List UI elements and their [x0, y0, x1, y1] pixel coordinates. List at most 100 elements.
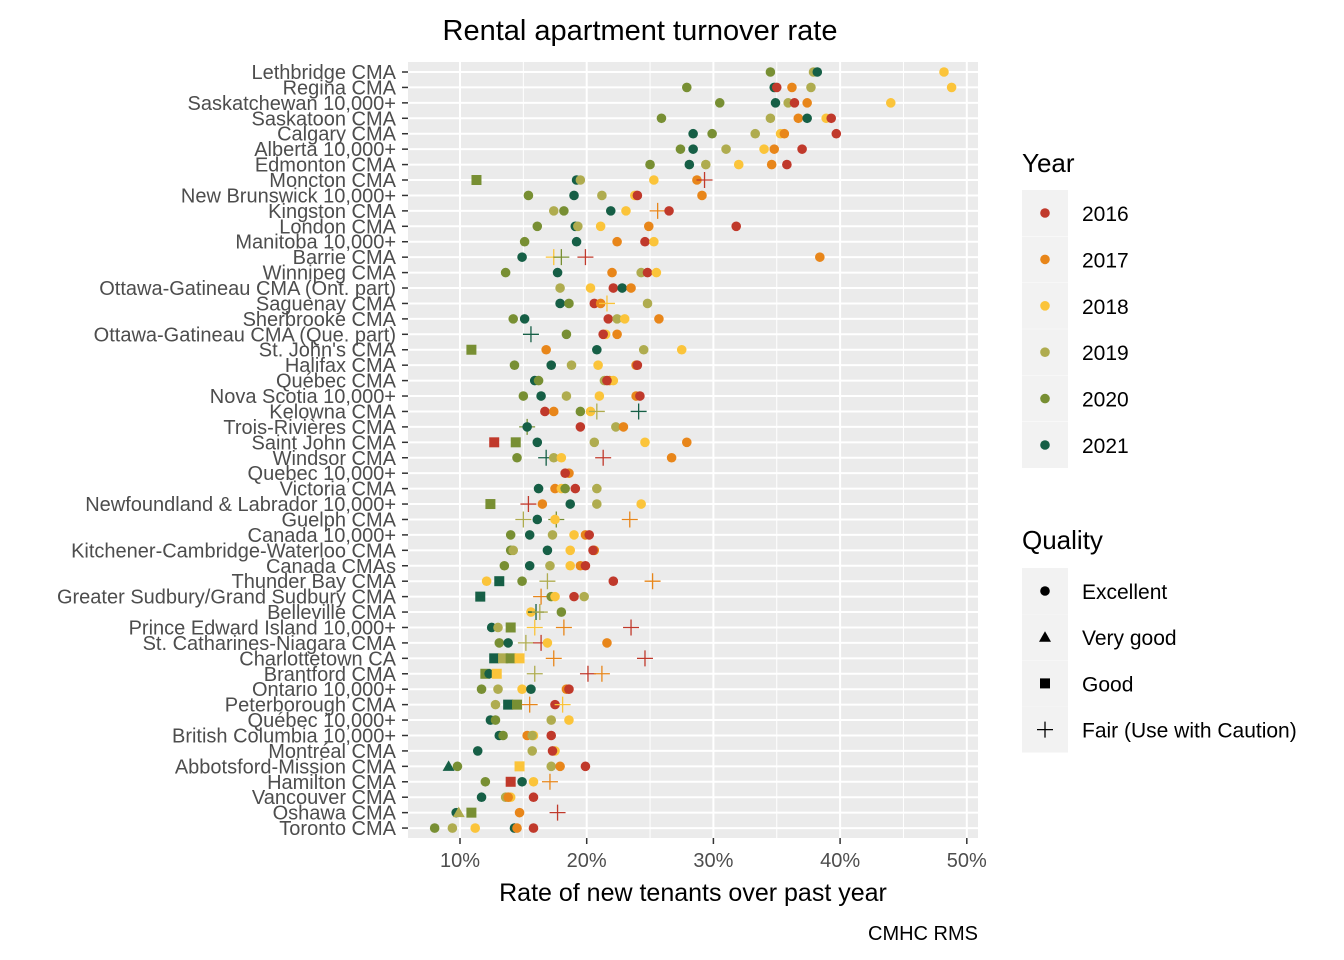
legend-label: Good: [1082, 673, 1133, 696]
point-2018: [481, 576, 492, 586]
point-2017: [555, 761, 565, 772]
point-2016: [575, 422, 586, 432]
point-2017: [618, 422, 629, 432]
y-tick-label: Ontario 10,000+: [252, 679, 396, 701]
legend-shape-G: [1040, 678, 1050, 689]
point-2017: [533, 588, 550, 605]
point-2020: [494, 638, 505, 648]
y-tick-label: Saskatoon CMA: [251, 108, 396, 130]
point-2016: [632, 360, 643, 370]
point-2019: [447, 823, 458, 833]
point-2018: [554, 696, 571, 713]
point-2020: [681, 82, 692, 93]
point-2017: [512, 823, 522, 833]
point-2017: [815, 252, 825, 262]
point-2020: [533, 375, 544, 386]
y-tick-label: Belleville CMA: [267, 602, 397, 624]
point-2017: [654, 314, 664, 324]
quality-legend-title: Quality: [1022, 525, 1103, 555]
point-2020: [675, 144, 686, 154]
y-tick-label: Edmonton CMA: [255, 155, 397, 177]
point-2018: [585, 283, 596, 293]
point-2020: [508, 314, 519, 324]
point-2019: [508, 545, 519, 556]
plot-panel: [408, 62, 978, 838]
y-tick-label: Halifax CMA: [285, 355, 397, 377]
point-2020: [452, 761, 463, 772]
point-2018: [564, 715, 574, 725]
point-2021: [522, 326, 539, 343]
point-2018: [649, 236, 659, 247]
point-2020: [510, 437, 521, 448]
point-2021: [571, 236, 582, 247]
point-2020: [517, 576, 527, 586]
point-2020: [498, 730, 508, 741]
legend-label: 2016: [1082, 203, 1129, 226]
point-2021: [555, 298, 565, 309]
point-2020: [512, 699, 523, 710]
point-2020: [471, 175, 482, 186]
point-2019: [498, 653, 509, 664]
year-legend: 2016 2017 2018 2019 2020 2021: [1022, 190, 1129, 468]
point-2021: [532, 514, 543, 525]
point-2021: [489, 653, 500, 664]
point-2016: [782, 159, 792, 170]
point-2017: [681, 437, 692, 448]
point-2021: [475, 591, 486, 602]
point-2016: [580, 761, 591, 772]
y-tick-label: Manitoba 10,000+: [235, 232, 396, 254]
point-2016: [603, 314, 614, 324]
point-2021: [472, 746, 483, 756]
point-2018: [528, 776, 539, 787]
point-2019: [806, 82, 816, 93]
point-2017: [766, 159, 777, 170]
point-2019: [579, 591, 589, 602]
point-2018: [759, 144, 769, 154]
point-2017: [541, 344, 551, 355]
point-2016: [549, 804, 566, 821]
point-2021: [565, 499, 576, 509]
point-2021: [533, 483, 544, 494]
point-2018: [651, 267, 662, 278]
y-tick-label: Oshawa CMA: [273, 803, 397, 825]
y-tick-label: Ottawa-Gatineau CMA (Que. part): [94, 324, 396, 346]
point-2019: [452, 806, 465, 818]
point-2017: [779, 128, 790, 139]
point-2021: [519, 314, 530, 324]
point-2017: [612, 329, 622, 340]
x-tick-label: 20%: [567, 850, 607, 872]
y-tick-label: London CMA: [279, 216, 396, 238]
y-tick-label: Trois-Rivières CMA: [223, 417, 396, 439]
point-2021: [536, 391, 546, 401]
legend-dot-2020: [1040, 393, 1050, 404]
point-2019: [589, 437, 600, 448]
point-2017: [555, 619, 572, 636]
y-tick-label: Lethbridge CMA: [251, 62, 396, 84]
y-tick-label: Guelph CMA: [282, 509, 397, 531]
point-2020: [523, 190, 534, 201]
point-2019: [597, 190, 607, 201]
point-2016: [560, 468, 570, 478]
point-2019: [545, 560, 555, 571]
point-2016: [579, 665, 596, 682]
legend-dot-2019: [1040, 347, 1050, 358]
point-2021: [688, 144, 698, 154]
point-2016: [771, 82, 782, 93]
point-2018: [514, 653, 525, 664]
point-2016: [505, 776, 516, 787]
point-2020: [556, 607, 567, 617]
data-points: [429, 67, 957, 833]
point-2019: [573, 221, 583, 232]
point-2021: [542, 545, 553, 556]
point-2017: [602, 638, 612, 648]
point-2020: [765, 67, 776, 77]
point-2016: [546, 730, 557, 741]
point-2017: [612, 236, 622, 247]
y-tick-label: Sherbrooke CMA: [243, 309, 397, 331]
y-tick-label: Moncton CMA: [269, 170, 396, 192]
point-2020: [575, 406, 586, 417]
y-tick-label: Quebec 10,000+: [248, 463, 396, 485]
point-2016: [642, 267, 653, 278]
